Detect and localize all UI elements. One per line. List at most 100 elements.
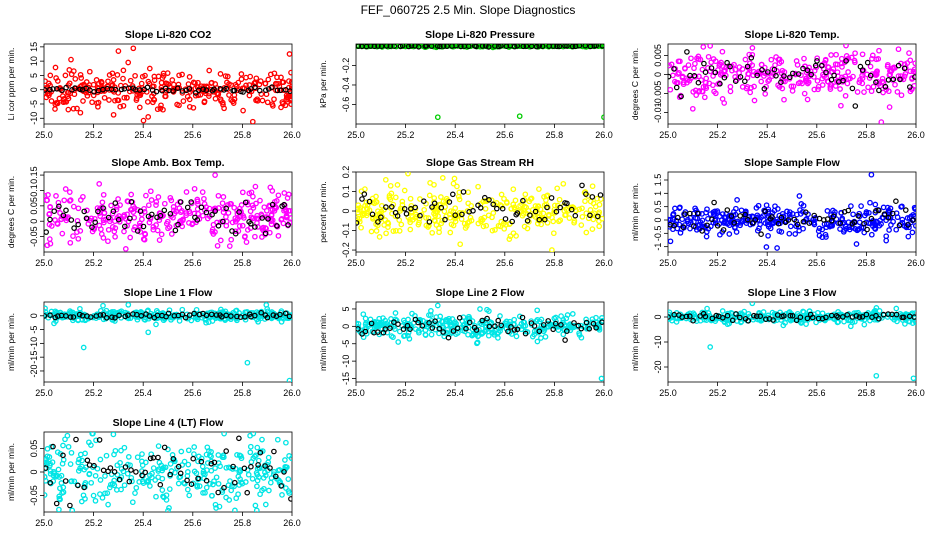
data-point (887, 205, 894, 212)
reference-point (255, 462, 261, 468)
data-point (523, 204, 530, 211)
data-point (91, 215, 98, 222)
reference-point (881, 211, 888, 218)
data-point (382, 317, 389, 324)
outlier-point (286, 377, 292, 382)
plot-frame (355, 301, 605, 383)
reference-point (190, 455, 197, 462)
data-point (587, 207, 594, 213)
reference-point (814, 58, 820, 64)
data-point (819, 310, 826, 317)
data-point (383, 230, 389, 237)
data-point (201, 98, 208, 105)
data-point (199, 189, 206, 195)
data-point (254, 477, 261, 484)
data-point (138, 211, 145, 218)
panel-8: Slope Line 2 Flow 25.0 25.2 25.4 25.6 25.8 26.… (318, 287, 613, 398)
data-point (482, 205, 489, 212)
reference-point (170, 88, 176, 94)
reference-point (778, 214, 785, 221)
reference-point (73, 436, 79, 443)
x-tick-label: 25.0 (35, 258, 53, 268)
data-point (143, 192, 149, 199)
data-point (236, 482, 243, 488)
data-point (184, 93, 191, 100)
data-point (673, 217, 680, 224)
data-point (211, 478, 217, 485)
reference-point (571, 320, 577, 326)
reference-point (912, 74, 916, 80)
reference-point (745, 317, 752, 324)
reference-point (762, 316, 769, 323)
reference-point (274, 87, 281, 94)
data-point (158, 102, 164, 109)
data-point (863, 209, 870, 215)
y-tick-label: -0.005 (653, 81, 663, 107)
data-point (268, 211, 275, 218)
reference-point (242, 313, 248, 320)
data-point (887, 68, 894, 75)
data-point (394, 182, 401, 188)
x-tick-label: 25.4 (758, 388, 776, 398)
data-point (225, 210, 232, 216)
data-point (772, 203, 778, 210)
outlier-point (749, 302, 756, 307)
reference-point (773, 73, 779, 79)
data-point (183, 189, 190, 195)
data-point (762, 91, 769, 97)
reference-point (281, 201, 287, 208)
x-tick-label: 25.0 (35, 130, 53, 140)
data-point (747, 89, 754, 96)
data-point (712, 90, 719, 97)
reference-point (745, 216, 751, 223)
reference-point (717, 81, 723, 87)
reference-point (100, 205, 106, 211)
data-point (447, 229, 454, 236)
reference-point (47, 312, 53, 319)
data-point (356, 321, 362, 327)
reference-point (485, 44, 492, 50)
reference-point (215, 223, 222, 229)
data-point (451, 175, 458, 182)
reference-point (575, 322, 582, 329)
reference-point (252, 84, 258, 91)
data-point (766, 77, 773, 83)
reference-point (579, 182, 585, 189)
reference-point (408, 44, 415, 49)
data-point (786, 230, 793, 237)
data-point (839, 64, 845, 70)
y-tick-label: -20 (653, 360, 663, 373)
reference-point (444, 44, 450, 49)
data-point (121, 444, 128, 451)
outlier-point (853, 241, 860, 247)
x-tick-label: 25.0 (35, 518, 53, 528)
outlier-point (457, 241, 464, 248)
reference-point (873, 79, 879, 86)
reference-point (415, 44, 422, 50)
data-point (399, 198, 406, 205)
data-point (815, 83, 822, 90)
reference-point (876, 87, 882, 94)
reference-point (157, 212, 164, 219)
x-tick-label: 26.0 (283, 258, 301, 268)
data-point (806, 308, 813, 315)
data-point (140, 117, 147, 124)
data-point (253, 97, 259, 104)
reference-point (95, 208, 101, 215)
data-point (44, 492, 48, 498)
data-point (247, 208, 254, 215)
data-point (703, 209, 709, 216)
data-point (734, 197, 740, 203)
reference-point (539, 44, 546, 49)
data-point (105, 226, 112, 233)
reference-point (60, 212, 67, 219)
data-point (850, 73, 856, 80)
data-point (489, 227, 496, 234)
outlier-point (145, 114, 152, 120)
data-point (161, 494, 167, 501)
data-point (181, 458, 188, 465)
outlier-point (130, 45, 137, 52)
data-point (262, 225, 269, 231)
reference-point (668, 314, 671, 320)
reference-point (582, 44, 589, 49)
